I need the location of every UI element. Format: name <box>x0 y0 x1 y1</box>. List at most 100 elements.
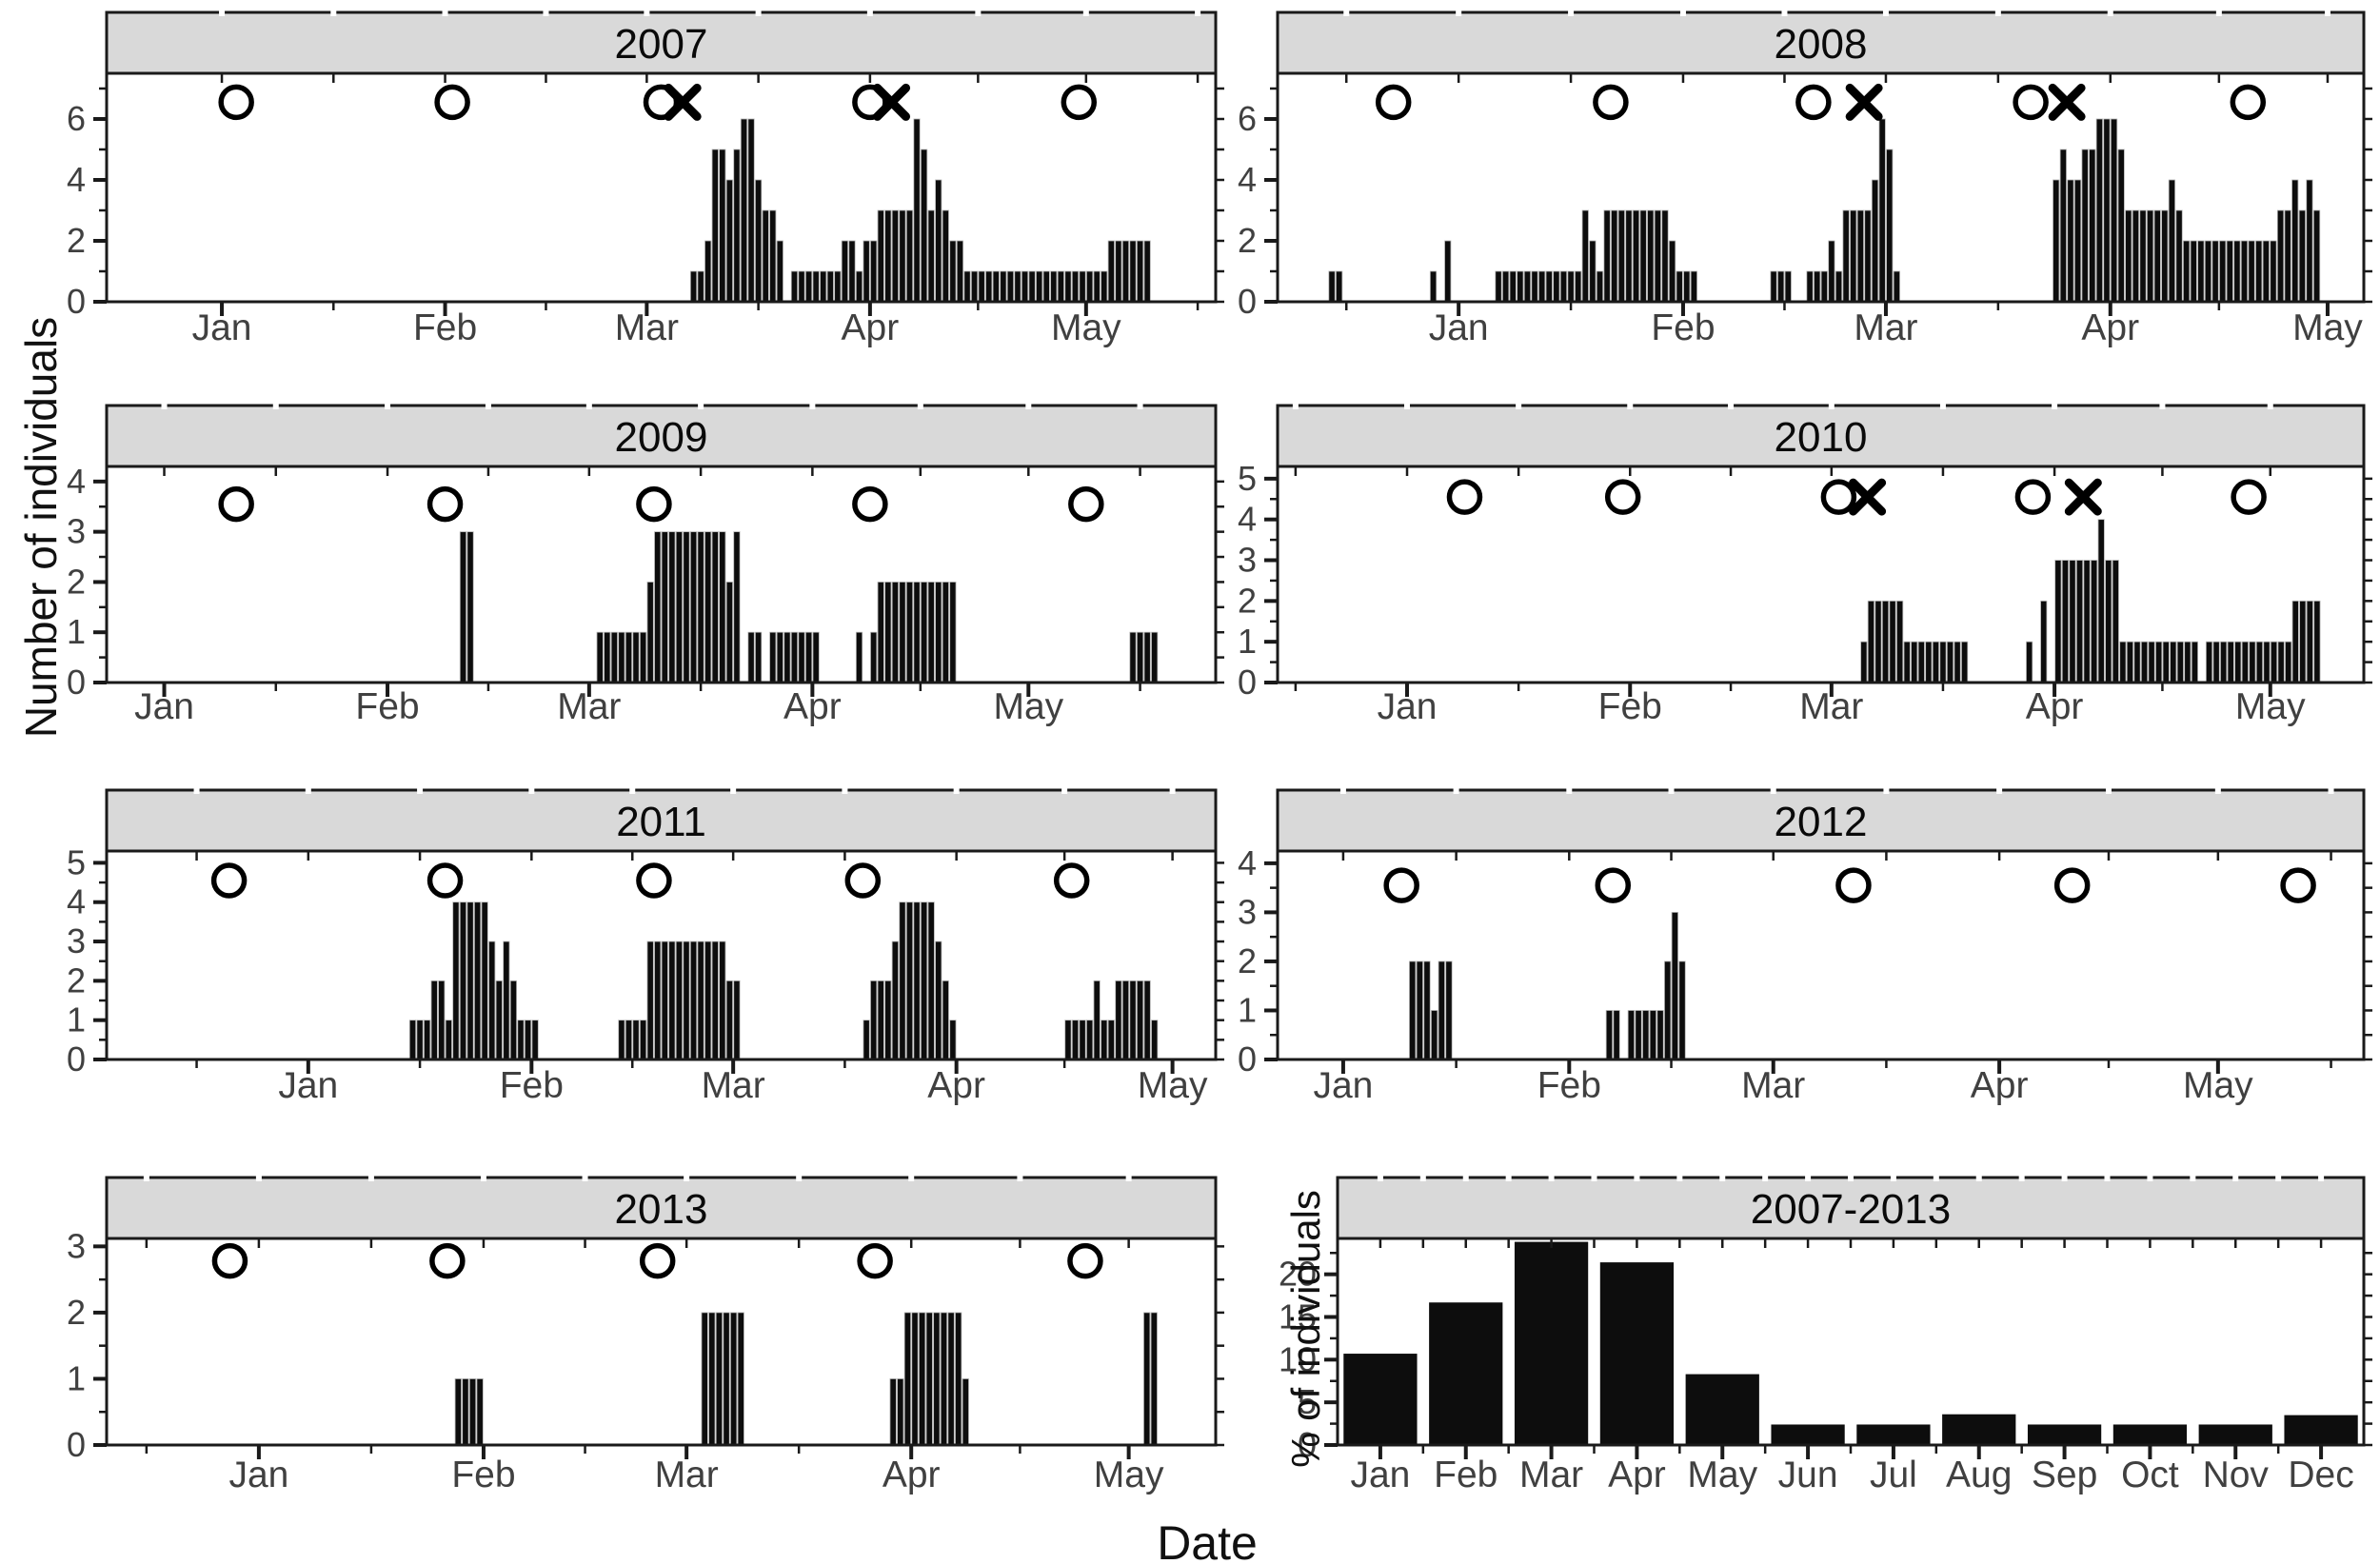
daily-count-bar <box>812 631 820 683</box>
daily-count-bar <box>689 940 698 1060</box>
monthly-percent-bar <box>1429 1302 1503 1445</box>
monthly-percent-bar <box>2112 1424 2188 1445</box>
daily-count-bar <box>1101 270 1108 303</box>
daily-count-bar <box>905 582 914 683</box>
y-tick-label: 20 <box>1279 1255 1317 1294</box>
daily-count-bar <box>2162 641 2170 683</box>
survey-circle-marker <box>852 485 888 523</box>
daily-count-bar <box>723 1312 730 1446</box>
panel-background <box>1338 1238 2364 1445</box>
x-tick-label: Mar <box>1799 686 1863 727</box>
daily-count-bar <box>2262 240 2270 303</box>
daily-count-bar <box>841 240 848 303</box>
survey-circle-marker <box>1383 867 1419 903</box>
daily-count-bar <box>940 1312 948 1446</box>
daily-count-bar <box>1559 270 1568 303</box>
y-tick-label: 3 <box>67 512 86 551</box>
daily-count-bar <box>466 901 474 1060</box>
daily-count-bar <box>1668 240 1676 303</box>
y-tick-label: 0 <box>1238 663 1257 702</box>
daily-count-bar <box>733 148 741 303</box>
daily-count-bar <box>737 1312 744 1446</box>
daily-count-bar <box>1545 270 1553 303</box>
daily-count-bar <box>1000 270 1007 303</box>
daily-count-bar <box>927 209 935 303</box>
x-tick-label: Jan <box>134 686 194 727</box>
daily-count-bar <box>2089 148 2096 303</box>
event-x-marker <box>1849 478 1887 516</box>
daily-count-bar <box>704 531 712 683</box>
daily-count-bar <box>1093 980 1101 1060</box>
x-tick-label: Mar <box>1854 307 1917 348</box>
survey-circle-marker <box>636 862 672 899</box>
x-tick-label: Dec <box>2288 1455 2353 1495</box>
daily-count-bar <box>1871 179 1879 303</box>
y-tick-label: 6 <box>1238 99 1257 138</box>
daily-count-bar <box>2073 179 2082 303</box>
daily-count-bar <box>1050 270 1058 303</box>
y-tick-label: 2 <box>1238 581 1257 620</box>
daily-count-bar <box>1777 270 1785 303</box>
daily-count-bar <box>708 1312 716 1446</box>
daily-count-bar <box>1129 631 1137 683</box>
daily-count-bar <box>452 901 460 1060</box>
daily-count-bar <box>733 980 741 1060</box>
survey-circle-marker <box>211 1242 248 1279</box>
daily-count-bar <box>2069 560 2076 683</box>
daily-count-bar <box>697 531 704 683</box>
daily-count-bar <box>769 209 777 303</box>
daily-count-bar <box>654 531 662 683</box>
y-tick-label: 1 <box>67 612 86 651</box>
daily-count-bar <box>2103 118 2111 303</box>
daily-count-bar <box>812 270 820 303</box>
daily-count-bar <box>704 940 712 1060</box>
x-tick-label: Jan <box>228 1455 288 1495</box>
daily-count-bar <box>1649 1010 1657 1060</box>
daily-count-bar <box>2112 560 2119 683</box>
daily-count-bar <box>474 901 482 1060</box>
x-tick-label: Jan <box>192 307 252 348</box>
daily-count-bar <box>1057 270 1064 303</box>
strip-title: 2010 <box>1775 414 1868 461</box>
daily-count-bar <box>1893 270 1900 303</box>
daily-count-bar <box>1079 270 1086 303</box>
daily-count-bar <box>942 209 949 303</box>
daily-count-bar <box>2168 179 2176 303</box>
x-tick-label: May <box>1138 1065 1208 1106</box>
monthly-percent-bar <box>2198 1424 2272 1445</box>
daily-count-bar <box>2140 641 2149 683</box>
daily-count-bar <box>2040 600 2048 683</box>
daily-count-bar <box>1886 148 1894 303</box>
daily-count-bar <box>1150 1312 1158 1446</box>
daily-count-bar <box>1642 1010 1650 1060</box>
daily-count-bar <box>1444 240 1452 303</box>
daily-count-bar <box>1136 240 1144 303</box>
x-tick-label: Mar <box>702 1065 765 1106</box>
survey-circle-marker <box>844 862 882 899</box>
daily-count-bar <box>704 240 712 303</box>
daily-count-bar <box>1954 641 1961 683</box>
y-tick-label: 2 <box>67 960 86 1000</box>
daily-count-bar <box>632 1020 640 1060</box>
survey-circle-marker <box>2231 479 2267 515</box>
daily-count-bar <box>903 1312 911 1446</box>
daily-count-bar <box>870 980 878 1060</box>
daily-count-bar <box>454 1378 462 1446</box>
daily-count-bar <box>719 148 726 303</box>
daily-count-bar <box>2126 641 2133 683</box>
daily-count-bar <box>935 582 942 683</box>
daily-count-bar <box>1101 1020 1108 1060</box>
x-tick-label: Jan <box>1429 307 1489 348</box>
daily-count-bar <box>1567 270 1575 303</box>
daily-count-bar <box>2220 641 2228 683</box>
x-tick-label: Apr <box>883 1455 941 1495</box>
daily-count-bar <box>2148 641 2155 683</box>
event-x-marker <box>873 83 911 121</box>
panel-background <box>1278 851 2364 1059</box>
daily-count-bar <box>1129 980 1137 1060</box>
daily-count-bar <box>462 1378 469 1446</box>
daily-count-bar <box>661 531 668 683</box>
y-tick-label: 2 <box>67 1293 86 1332</box>
daily-count-bar <box>755 179 763 303</box>
